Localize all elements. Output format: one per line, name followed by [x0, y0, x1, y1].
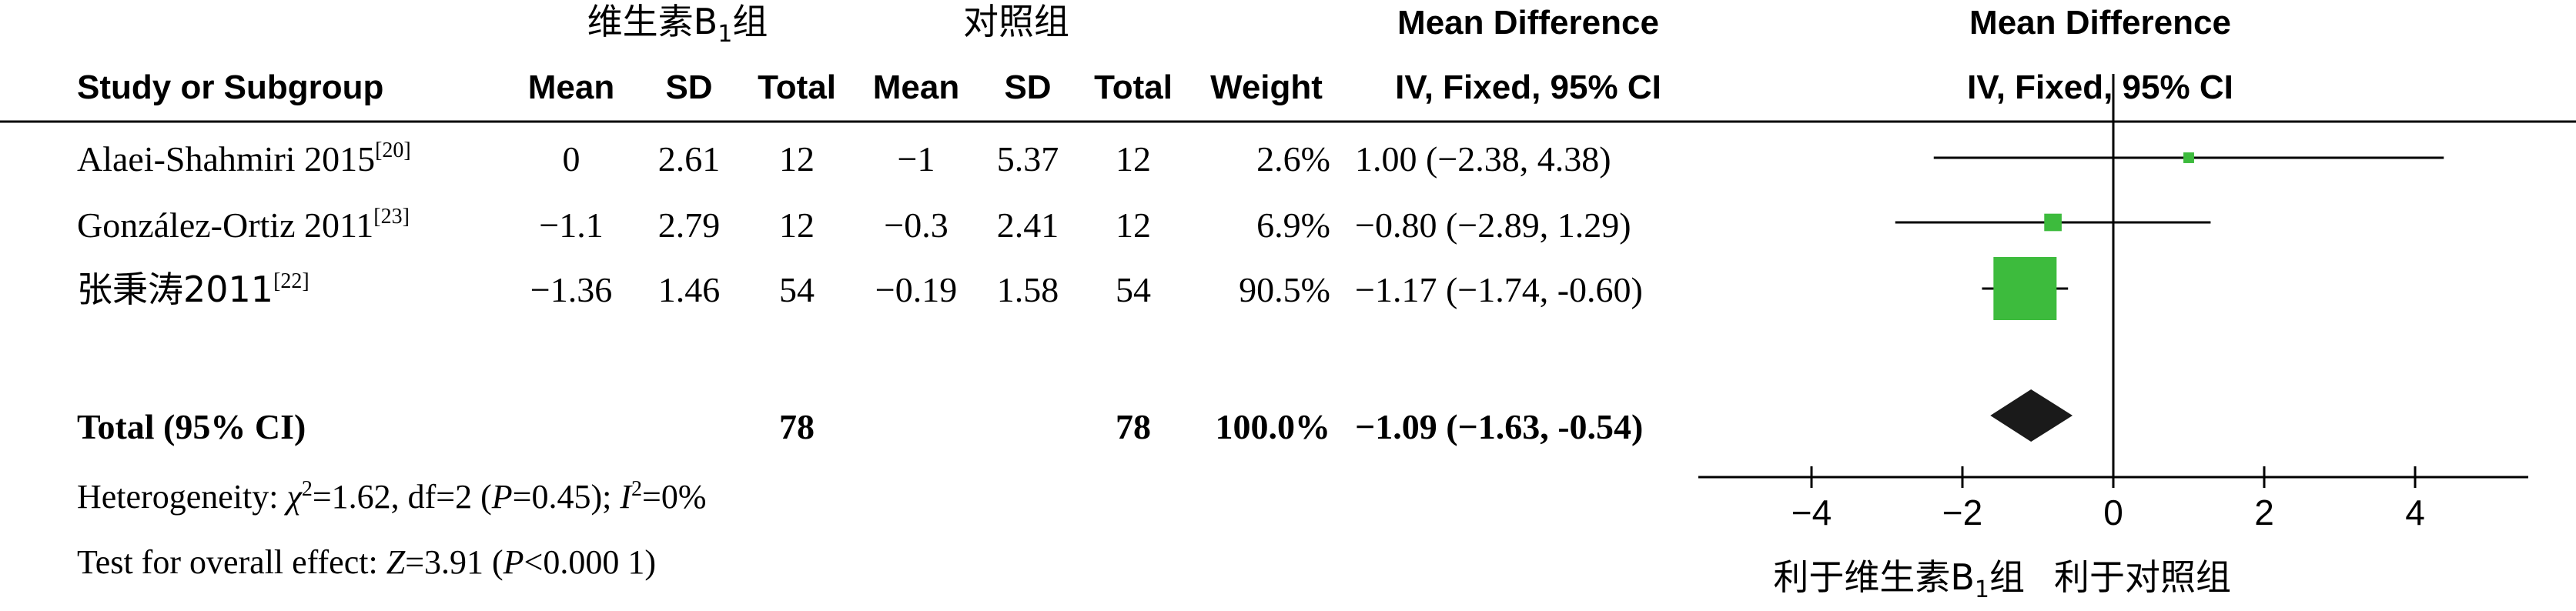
study-rows: Alaei-Shahmiri 2015[20] 0 2.61 12 −1 5.37 12 2.…: [77, 139, 1643, 310]
study-weight-square: [2183, 152, 2194, 163]
total-c-value: 12: [1116, 139, 1151, 179]
study-row: González-Ortiz 2011[23] −1.1 2.79 12 −0.3 2.4…: [77, 205, 1631, 245]
weight-value: 90.5%: [1239, 270, 1330, 309]
mean-e-value: −1.36: [530, 270, 612, 309]
total-weight-value: 100.0%: [1216, 407, 1331, 446]
study-name: González-Ortiz 2011[23]: [77, 205, 410, 245]
sd-c-value: 1.58: [997, 270, 1059, 309]
study-name: Alaei-Shahmiri 2015[20]: [77, 139, 411, 179]
x-axis-tick-label: 4: [2405, 492, 2425, 533]
weight-value: 2.6%: [1256, 139, 1330, 179]
weight-value: 6.9%: [1256, 205, 1330, 245]
x-axis-tick-label: −4: [1791, 492, 1832, 533]
sd-c-value: 2.41: [997, 205, 1059, 245]
total-c-header: Total: [1094, 68, 1173, 106]
sd-e-value: 2.79: [658, 205, 721, 245]
control-group-header: 对照组: [963, 1, 1069, 42]
study-weight-square: [1993, 257, 2057, 320]
sd-e-value: 2.61: [658, 139, 721, 179]
total-e-header: Total: [758, 68, 836, 106]
x-axis-tick-label: −2: [1942, 492, 1982, 533]
ci-value: 1.00 (−2.38, 4.38): [1355, 139, 1611, 179]
x-axis-tick-label: 2: [2254, 492, 2274, 533]
sd-c-header: SD: [1004, 68, 1051, 106]
heterogeneity-text: Heterogeneity: χ2=1.62, df=2 (P=0.45); I…: [77, 477, 706, 516]
favours-left-label: 利于维生素B1组: [1773, 556, 2025, 603]
favours-right-label: 利于对照组: [2054, 556, 2231, 598]
mean-c-value: −1: [898, 139, 935, 179]
total-e-value: 12: [779, 139, 815, 179]
experimental-group-header: 维生素B1组: [587, 1, 768, 48]
overall-effect-text: Test for overall effect: Z=3.91 (P<0.000…: [77, 543, 656, 581]
mean-e-value: 0: [563, 139, 580, 179]
total-ci-value: −1.09 (−1.63, -0.54): [1355, 407, 1643, 446]
sd-e-header: SD: [665, 68, 712, 106]
pooled-estimate-diamond: [1990, 389, 2073, 442]
plot-column-header: Mean Difference: [1969, 4, 2231, 42]
weight-header: Weight: [1210, 68, 1323, 106]
study-row: Alaei-Shahmiri 2015[20] 0 2.61 12 −1 5.37 12 2.…: [77, 139, 1611, 179]
ci-header: IV, Fixed, 95% CI: [1395, 68, 1661, 106]
ci-value: −1.17 (−1.74, -0.60): [1355, 270, 1643, 309]
study-row: 张秉涛2011[22] −1.36 1.46 54 −0.19 1.58 54 90.5% −1…: [77, 269, 1643, 310]
forest-plot-area: −4 −2 0 2 4: [1698, 74, 2528, 533]
total-row: Total (95% CI) 78 78 100.0% −1.09 (−1.63…: [77, 407, 1643, 446]
ci-value: −0.80 (−2.89, 1.29): [1355, 205, 1631, 245]
study-column-header: Study or Subgroup: [77, 68, 383, 106]
total-label: Total (95% CI): [77, 407, 306, 446]
total-e-value: 78: [779, 407, 815, 446]
total-e-value: 12: [779, 205, 815, 245]
total-c-value: 78: [1116, 407, 1151, 446]
study-weight-square: [2044, 213, 2062, 232]
total-c-value: 54: [1116, 270, 1151, 309]
mean-e-value: −1.1: [539, 205, 603, 245]
total-c-value: 12: [1116, 205, 1151, 245]
mean-c-header: Mean: [873, 68, 959, 106]
study-name: 张秉涛2011[22]: [77, 269, 309, 310]
sd-c-value: 5.37: [997, 139, 1059, 179]
mean-c-value: −0.3: [884, 205, 948, 245]
total-e-value: 54: [779, 270, 815, 309]
mean-e-header: Mean: [528, 68, 614, 106]
sd-e-value: 1.46: [658, 270, 721, 309]
x-axis-tick-label: 0: [2103, 492, 2123, 533]
plot-ci-header: IV, Fixed, 95% CI: [1967, 68, 2233, 106]
effect-column-header: Mean Difference: [1397, 4, 1659, 42]
mean-c-value: −0.19: [875, 270, 957, 309]
